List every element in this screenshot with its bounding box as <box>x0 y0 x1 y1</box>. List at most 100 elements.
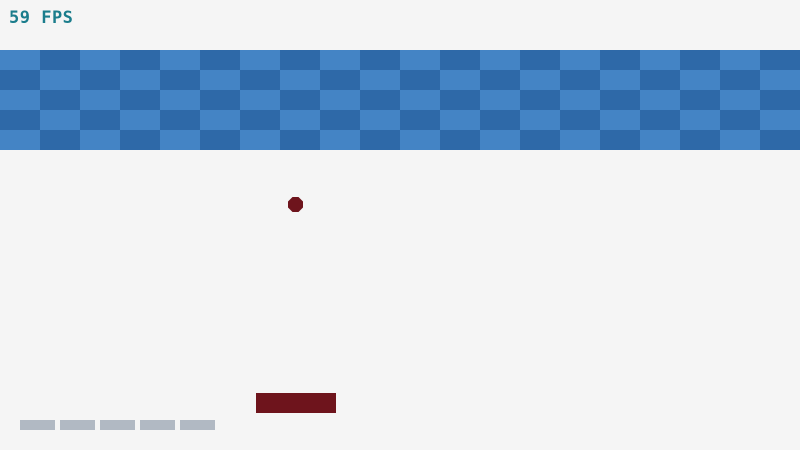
brick <box>40 50 80 70</box>
brick <box>720 130 760 150</box>
brick <box>80 110 120 130</box>
life-marker <box>180 420 215 430</box>
brick <box>360 130 400 150</box>
brick <box>520 130 560 150</box>
brick <box>560 110 600 130</box>
brick <box>440 90 480 110</box>
brick <box>760 70 800 90</box>
brick <box>760 90 800 110</box>
brick <box>360 110 400 130</box>
brick <box>120 130 160 150</box>
brick <box>240 130 280 150</box>
brick <box>600 70 640 90</box>
brick <box>200 110 240 130</box>
brick <box>760 130 800 150</box>
brick <box>640 90 680 110</box>
ball <box>288 197 303 212</box>
brick <box>520 90 560 110</box>
brick <box>200 70 240 90</box>
brick <box>680 110 720 130</box>
brick <box>200 130 240 150</box>
life-marker <box>140 420 175 430</box>
brick <box>0 70 40 90</box>
brick <box>120 50 160 70</box>
brick <box>280 90 320 110</box>
brick <box>680 50 720 70</box>
brick <box>600 50 640 70</box>
brick <box>480 110 520 130</box>
brick <box>40 70 80 90</box>
brick <box>440 130 480 150</box>
brick <box>360 70 400 90</box>
brick <box>440 70 480 90</box>
brick <box>720 90 760 110</box>
brick <box>160 110 200 130</box>
life-marker <box>60 420 95 430</box>
brick <box>160 90 200 110</box>
brick <box>520 70 560 90</box>
brick <box>520 110 560 130</box>
brick <box>120 110 160 130</box>
brick <box>80 50 120 70</box>
life-marker <box>20 420 55 430</box>
brick <box>400 50 440 70</box>
fps-counter: 59 FPS <box>9 8 74 28</box>
brick <box>400 130 440 150</box>
brick-wall <box>0 50 800 150</box>
brick <box>240 90 280 110</box>
brick <box>640 70 680 90</box>
brick <box>600 90 640 110</box>
brick <box>280 110 320 130</box>
life-marker <box>100 420 135 430</box>
brick <box>640 110 680 130</box>
brick <box>640 50 680 70</box>
brick <box>200 50 240 70</box>
brick <box>560 70 600 90</box>
brick <box>160 70 200 90</box>
brick <box>720 50 760 70</box>
brick <box>0 130 40 150</box>
brick <box>320 130 360 150</box>
brick <box>240 50 280 70</box>
brick <box>440 50 480 70</box>
brick <box>760 50 800 70</box>
brick <box>120 70 160 90</box>
brick <box>440 110 480 130</box>
brick <box>400 70 440 90</box>
brick <box>600 110 640 130</box>
brick <box>200 90 240 110</box>
brick <box>320 90 360 110</box>
brick <box>240 70 280 90</box>
brick <box>480 70 520 90</box>
brick <box>640 130 680 150</box>
brick <box>560 90 600 110</box>
brick <box>40 110 80 130</box>
brick <box>400 90 440 110</box>
brick <box>120 90 160 110</box>
brick <box>520 50 560 70</box>
brick <box>400 110 440 130</box>
brick <box>320 110 360 130</box>
brick <box>560 130 600 150</box>
brick <box>680 70 720 90</box>
brick <box>560 50 600 70</box>
brick <box>280 50 320 70</box>
brick <box>280 70 320 90</box>
brick <box>160 130 200 150</box>
brick <box>360 50 400 70</box>
brick <box>720 70 760 90</box>
brick <box>0 90 40 110</box>
brick <box>80 70 120 90</box>
brick <box>720 110 760 130</box>
brick <box>0 110 40 130</box>
brick <box>80 90 120 110</box>
brick <box>480 50 520 70</box>
paddle[interactable] <box>256 393 336 413</box>
brick <box>360 90 400 110</box>
brick <box>320 50 360 70</box>
brick <box>280 130 320 150</box>
brick <box>600 130 640 150</box>
brick <box>0 50 40 70</box>
brick <box>80 130 120 150</box>
